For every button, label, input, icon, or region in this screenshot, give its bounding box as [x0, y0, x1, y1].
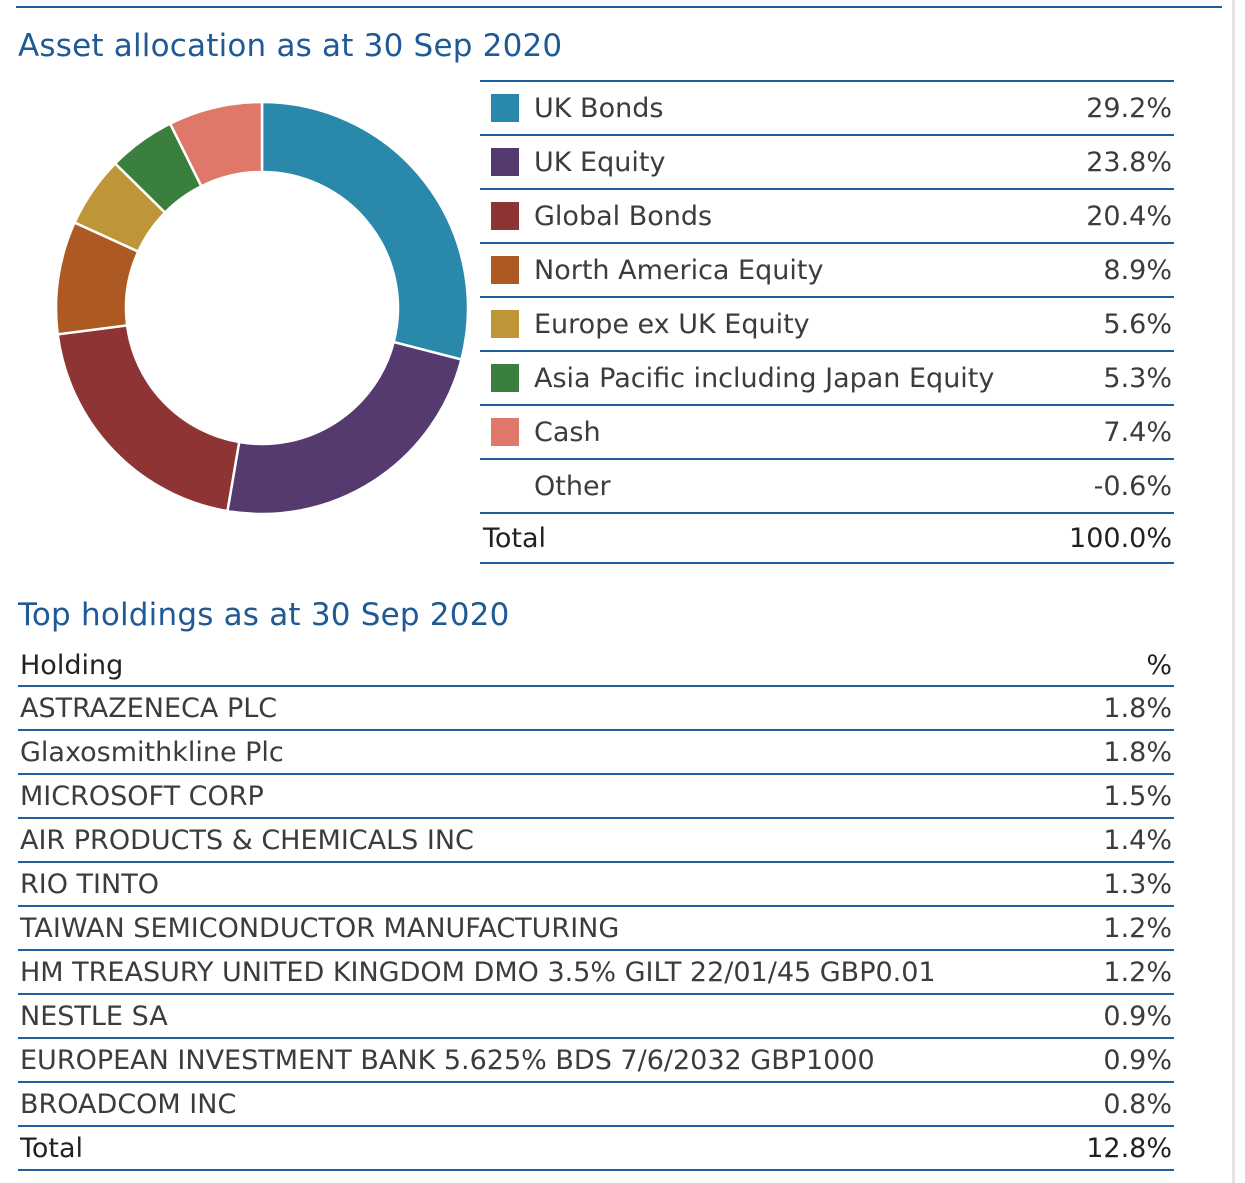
holding-percent: 1.8% [1103, 736, 1172, 768]
legend-swatch [491, 364, 519, 392]
legend-swatch [491, 94, 519, 122]
holding-name: EUROPEAN INVESTMENT BANK 5.625% BDS 7/6/… [20, 1044, 875, 1076]
allocation-total-label: Total [483, 522, 547, 554]
legend-label: Europe ex UK Equity [534, 308, 810, 340]
holding-column-header: Holding [20, 649, 124, 681]
holding-percent: 1.5% [1103, 780, 1172, 812]
holdings-total-label: Total [20, 1132, 84, 1164]
legend-label: Global Bonds [534, 200, 713, 232]
table-row: HM TREASURY UNITED KINGDOM DMO 3.5% GILT… [18, 949, 1174, 993]
holding-name: Glaxosmithkline Plc [20, 736, 284, 768]
allocation-legend-table: UK Bonds 29.2% UK Equity 23.8% Global Bo… [480, 80, 1174, 564]
holding-name: RIO TINTO [20, 868, 159, 900]
legend-swatch [491, 202, 519, 230]
legend-swatch [491, 418, 519, 446]
table-row: Glaxosmithkline Plc 1.8% [18, 729, 1174, 773]
table-row: EUROPEAN INVESTMENT BANK 5.625% BDS 7/6/… [18, 1037, 1174, 1081]
top-rule [16, 6, 1222, 8]
holding-name: TAIWAN SEMICONDUCTOR MANUFACTURING [20, 912, 620, 944]
legend-value: 29.2% [1086, 92, 1172, 124]
top-holdings-table: Holding % ASTRAZENECA PLC 1.8% Glaxosmit… [18, 645, 1174, 1171]
legend-row-global-bonds: Global Bonds 20.4% [480, 188, 1174, 242]
holding-name: BROADCOM INC [20, 1088, 237, 1120]
holdings-total-row: Total 12.8% [18, 1125, 1174, 1171]
legend-row-asia-pacific-equity: Asia Pacific including Japan Equity 5.3% [480, 350, 1174, 404]
holding-name: ASTRAZENECA PLC [20, 692, 278, 724]
holding-percent: 0.9% [1103, 1000, 1172, 1032]
legend-value: 23.8% [1086, 146, 1172, 178]
legend-value: 5.3% [1103, 362, 1172, 394]
legend-label: Other [534, 470, 611, 502]
legend-row-uk-bonds: UK Bonds 29.2% [480, 80, 1174, 134]
holding-name: AIR PRODUCTS & CHEMICALS INC [20, 824, 474, 856]
legend-swatch [491, 148, 519, 176]
table-row: MICROSOFT CORP 1.5% [18, 773, 1174, 817]
holding-percent: 0.8% [1103, 1088, 1172, 1120]
percent-column-header: % [1146, 649, 1172, 681]
legend-row-total: Total 100.0% [480, 512, 1174, 564]
legend-value: -0.6% [1093, 470, 1172, 502]
holding-percent: 1.2% [1103, 912, 1172, 944]
holding-percent: 1.2% [1103, 956, 1172, 988]
table-row: AIR PRODUCTS & CHEMICALS INC 1.4% [18, 817, 1174, 861]
legend-row-uk-equity: UK Equity 23.8% [480, 134, 1174, 188]
slice-uk-equity [225, 340, 463, 516]
table-row: RIO TINTO 1.3% [18, 861, 1174, 905]
slice-global-bonds [56, 323, 241, 513]
legend-value: 5.6% [1103, 308, 1172, 340]
table-row: TAIWAN SEMICONDUCTOR MANUFACTURING 1.2% [18, 905, 1174, 949]
holding-percent: 0.9% [1103, 1044, 1172, 1076]
legend-value: 7.4% [1103, 416, 1172, 448]
holding-percent: 1.8% [1103, 692, 1172, 724]
allocation-total-value: 100.0% [1069, 522, 1172, 554]
holding-name: HM TREASURY UNITED KINGDOM DMO 3.5% GILT… [20, 956, 936, 988]
legend-value: 20.4% [1086, 200, 1172, 232]
table-row: BROADCOM INC 0.8% [18, 1081, 1174, 1125]
legend-swatch [491, 256, 519, 284]
holdings-total-value: 12.8% [1086, 1132, 1172, 1164]
legend-row-europe-ex-uk-equity: Europe ex UK Equity 5.6% [480, 296, 1174, 350]
legend-swatch [491, 310, 519, 338]
table-row: NESTLE SA 0.9% [18, 993, 1174, 1037]
holding-name: NESTLE SA [20, 1000, 168, 1032]
asset-allocation-title: Asset allocation as at 30 Sep 2020 [18, 28, 563, 64]
legend-label: North America Equity [534, 254, 824, 286]
table-row: ASTRAZENECA PLC 1.8% [18, 685, 1174, 729]
legend-row-other: Other -0.6% [480, 458, 1174, 512]
legend-value: 8.9% [1103, 254, 1172, 286]
asset-allocation-donut-chart [54, 100, 470, 516]
legend-row-north-america-equity: North America Equity 8.9% [480, 242, 1174, 296]
legend-label: Cash [534, 416, 601, 448]
holdings-header-row: Holding % [18, 645, 1174, 685]
holding-name: MICROSOFT CORP [20, 780, 264, 812]
slice-uk-bonds [260, 100, 470, 362]
slice-cash [168, 100, 264, 188]
legend-label: UK Equity [534, 146, 666, 178]
top-holdings-title: Top holdings as at 30 Sep 2020 [18, 597, 510, 633]
holding-percent: 1.4% [1103, 824, 1172, 856]
right-edge-rule [1232, 0, 1235, 1183]
legend-label: UK Bonds [534, 92, 664, 124]
holding-percent: 1.3% [1103, 868, 1172, 900]
legend-label: Asia Pacific including Japan Equity [534, 362, 995, 394]
legend-row-cash: Cash 7.4% [480, 404, 1174, 458]
